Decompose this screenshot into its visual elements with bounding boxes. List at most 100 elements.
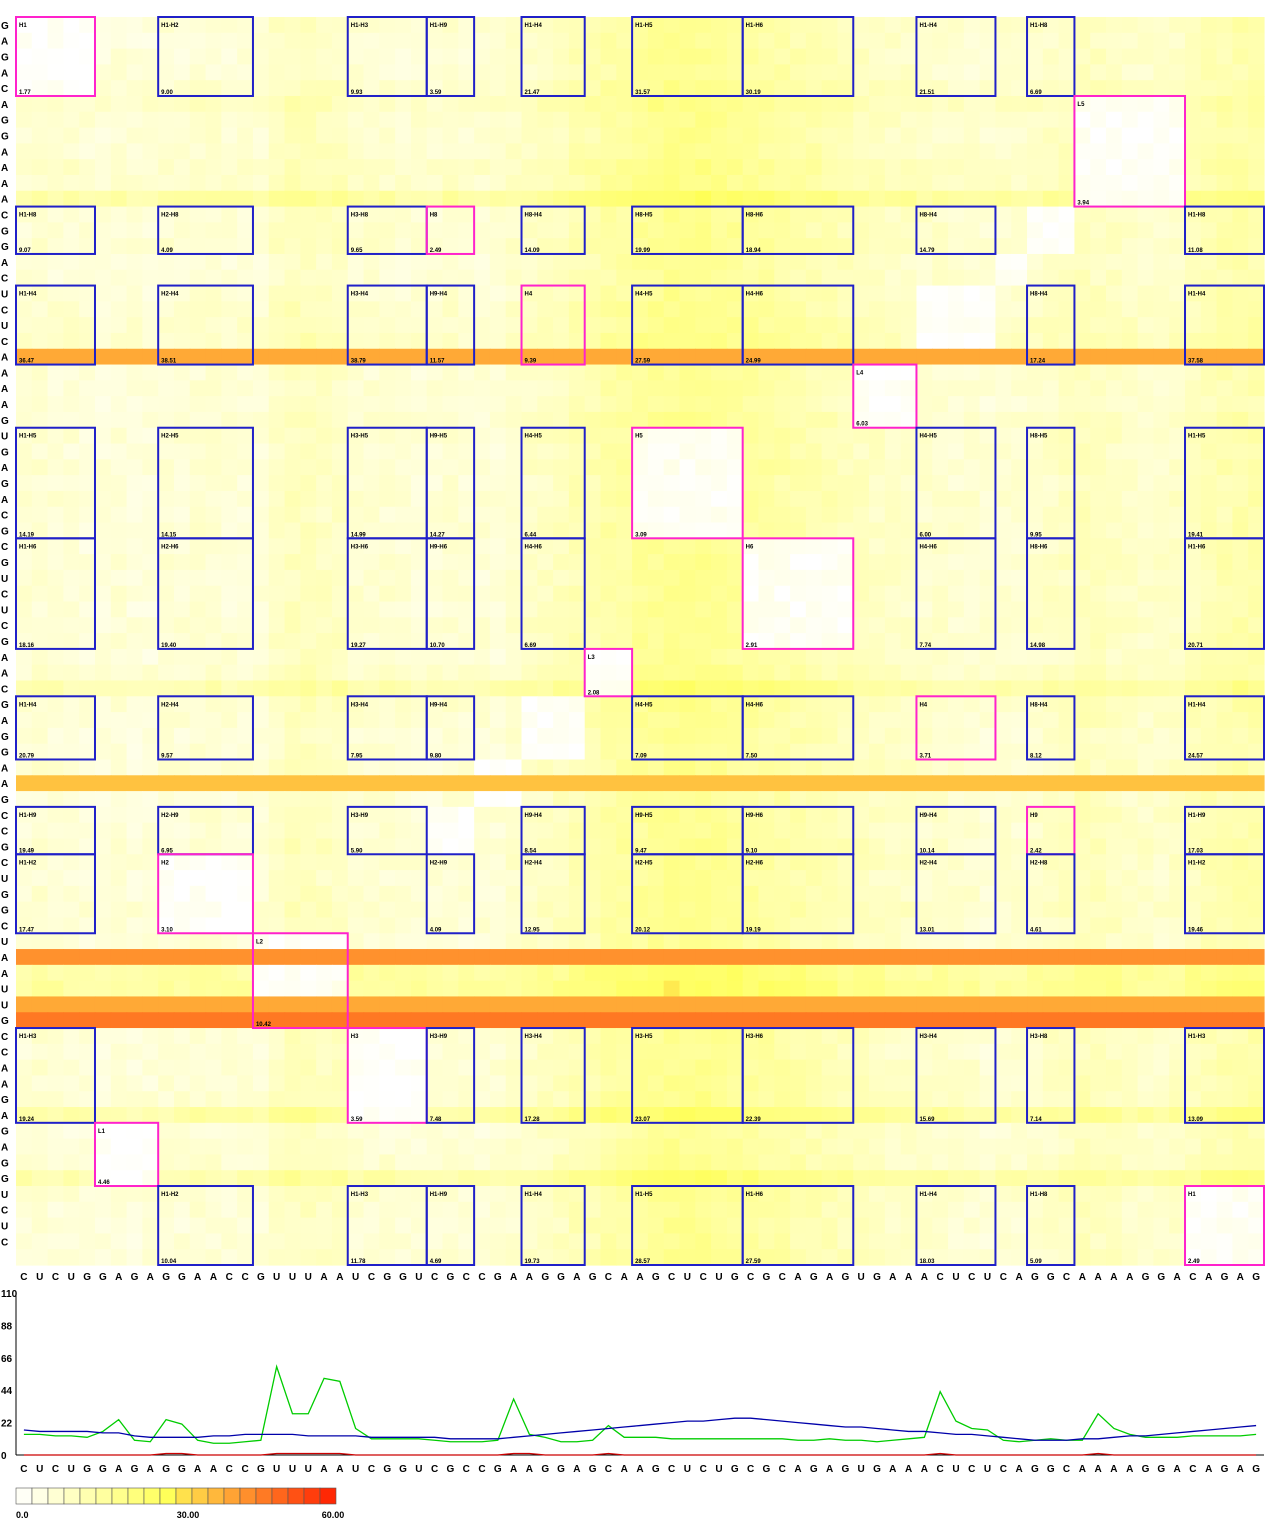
heatmap-cell <box>632 32 649 50</box>
heatmap-cell <box>537 554 554 571</box>
heatmap-cell <box>47 949 64 966</box>
heatmap-cell <box>1074 538 1091 555</box>
heatmap-cell <box>158 617 175 634</box>
heatmap-cell <box>758 664 775 682</box>
heatmap-cell <box>916 348 933 366</box>
heatmap-cell <box>1011 253 1028 271</box>
heatmap-cell <box>505 48 523 65</box>
heatmap-cell <box>774 396 791 413</box>
heatmap-cell <box>837 964 854 982</box>
heatmap-cell <box>489 238 507 255</box>
heatmap-cell <box>316 301 333 318</box>
heatmap-cell <box>268 380 286 397</box>
heatmap-cell <box>63 269 80 287</box>
heatmap-cell <box>1137 712 1155 729</box>
heatmap-cell <box>458 885 475 903</box>
heatmap-cell <box>458 648 475 666</box>
heatmap-cell <box>758 712 775 729</box>
heatmap-cell <box>900 917 918 934</box>
heatmap-cell <box>1248 743 1265 761</box>
heatmap-cell <box>94 159 112 176</box>
heatmap-cell <box>252 459 270 476</box>
heatmap-cell <box>837 285 854 302</box>
heatmap-cell <box>932 32 949 50</box>
heatmap-cell <box>790 712 807 729</box>
heatmap-cell <box>505 174 523 192</box>
heatmap-cell <box>110 538 128 555</box>
heatmap-cell <box>853 664 870 682</box>
heatmap-cell <box>300 664 317 682</box>
heatmap-cell <box>726 95 744 113</box>
heatmap-cell <box>869 48 886 65</box>
heatmap-cell <box>884 80 902 97</box>
heatmap-cell <box>442 443 459 460</box>
heatmap-cell <box>426 348 444 366</box>
heatmap-cell <box>1106 838 1123 855</box>
heatmap-cell <box>884 791 902 808</box>
heatmap-cell <box>205 949 222 966</box>
heatmap-cell <box>584 791 602 808</box>
heatmap-cell <box>442 791 459 808</box>
heatmap-cell <box>647 206 665 223</box>
heatmap-cell <box>126 964 143 982</box>
heatmap-cell <box>632 222 649 239</box>
heatmap-cell <box>711 301 728 318</box>
heatmap-cell <box>600 680 617 697</box>
heatmap-cell <box>1042 411 1060 429</box>
heatmap-cell <box>647 996 665 1013</box>
heatmap-cell <box>900 111 918 129</box>
heatmap-cell <box>979 870 997 887</box>
heatmap-cell <box>1185 190 1202 208</box>
heatmap-cell <box>1232 870 1249 887</box>
heatmap-cell <box>821 475 839 492</box>
heatmap-cell <box>142 1012 159 1029</box>
heatmap-cell <box>300 854 317 871</box>
heatmap-cell <box>142 933 159 950</box>
heatmap-cell <box>963 253 981 271</box>
heatmap-cell <box>1121 569 1139 587</box>
heatmap-cell <box>979 506 997 524</box>
heatmap-cell <box>126 933 143 950</box>
heatmap-cell <box>300 190 317 208</box>
heatmap-cell <box>726 585 744 603</box>
heatmap-cell <box>489 174 507 192</box>
heatmap-cell <box>1169 127 1186 144</box>
heatmap-cell <box>679 159 696 176</box>
heatmap-cell <box>47 364 64 381</box>
heatmap-cell <box>268 870 286 887</box>
heatmap-cell <box>821 696 839 713</box>
heatmap-cell <box>616 522 633 539</box>
heatmap-cell <box>410 727 428 745</box>
heatmap-cell <box>474 980 491 998</box>
heatmap-cell <box>1248 727 1265 745</box>
heatmap-cell <box>695 301 712 318</box>
heatmap-cell <box>1074 806 1091 824</box>
heatmap-cell <box>79 791 96 808</box>
heatmap-cell <box>663 459 681 476</box>
heatmap-cell <box>1042 569 1060 587</box>
heatmap-cell <box>774 538 791 555</box>
heatmap-cell <box>695 822 712 840</box>
heatmap-cell <box>1153 806 1170 824</box>
heatmap-cell <box>695 206 712 223</box>
heatmap-cell <box>1027 854 1044 871</box>
heatmap-cell <box>221 996 238 1013</box>
heatmap-cell <box>379 143 396 160</box>
heatmap-cell <box>474 838 491 855</box>
heatmap-cell <box>1074 475 1091 492</box>
heatmap-cell <box>584 664 602 682</box>
heatmap-cell <box>94 364 112 381</box>
heatmap-cell <box>521 443 538 460</box>
heatmap-cell <box>252 111 270 129</box>
heatmap-cell <box>395 901 412 919</box>
heatmap-cell <box>316 380 333 397</box>
heatmap-cell <box>284 822 301 840</box>
heatmap-cell <box>616 712 633 729</box>
heatmap-cell <box>663 680 681 697</box>
heatmap-cell <box>632 712 649 729</box>
heatmap-cell <box>379 569 396 587</box>
heatmap-cell <box>647 64 665 81</box>
heatmap-cell <box>458 459 475 476</box>
heatmap-cell <box>252 222 270 239</box>
heatmap-cell <box>758 680 775 697</box>
